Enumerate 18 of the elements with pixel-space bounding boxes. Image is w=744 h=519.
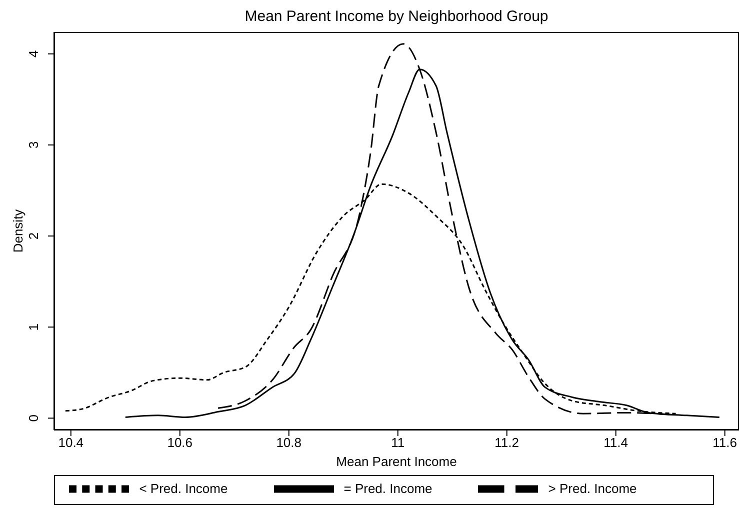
x-tick-label: 11.6: [712, 435, 738, 450]
y-tick-label: 1: [26, 323, 41, 331]
y-tick-label: 2: [26, 232, 41, 240]
chart-title: Mean Parent Income by Neighborhood Group: [244, 8, 550, 25]
y-axis-title: Density: [10, 208, 26, 253]
legend-label: > Pred. Income: [548, 481, 637, 496]
x-tick-label: 10.4: [58, 435, 84, 450]
x-tick-label: 10.6: [167, 435, 193, 450]
y-tick-label: 4: [26, 50, 41, 58]
legend-label: < Pred. Income: [139, 481, 228, 496]
x-axis-title: Mean Parent Income: [336, 454, 457, 469]
y-tick-label: 0: [26, 414, 41, 422]
x-tick-label: 11.2: [494, 435, 520, 450]
x-tick-label: 11: [391, 435, 405, 450]
x-tick-label: 10.8: [276, 435, 302, 450]
legend-label: = Pred. Income: [344, 481, 432, 496]
y-tick-label: 3: [26, 141, 41, 149]
x-tick-label: 11.4: [604, 435, 628, 450]
